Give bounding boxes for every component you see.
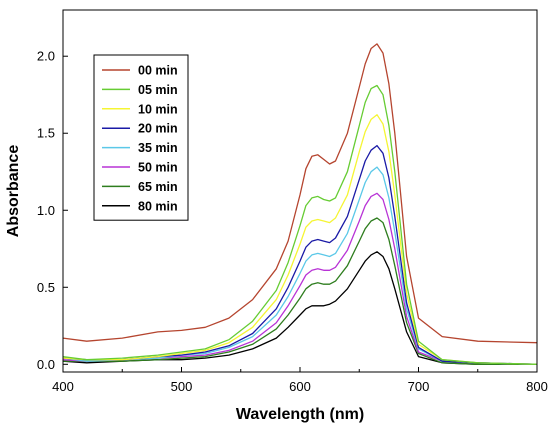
legend-items: 00 min 05 min 10 min 20 min 35 min 50 min 65 m… — [102, 64, 178, 213]
plot-series — [62, 43, 538, 365]
legend-label: 20 min — [138, 122, 178, 136]
legend-label: 80 min — [138, 199, 178, 213]
y-tick-label: 1.0 — [37, 203, 55, 218]
legend-label: 50 min — [138, 161, 178, 175]
legend-label: 65 min — [138, 180, 178, 194]
series-line-7 — [62, 251, 537, 365]
x-tick-label: 700 — [408, 379, 430, 394]
x-axis-title: Wavelength (nm) — [236, 406, 364, 423]
series-line-4 — [62, 166, 538, 365]
y-tick-label: 0.0 — [37, 357, 55, 372]
x-tick-label: 800 — [526, 379, 548, 394]
legend-label: 35 min — [138, 141, 178, 155]
legend-box — [93, 54, 189, 221]
y-axis-ticks: 0.0 0.5 1.0 1.5 2.0 — [37, 49, 68, 372]
series-line-5 — [62, 192, 538, 365]
series-line-3 — [62, 144, 538, 365]
series-line-6 — [63, 217, 537, 365]
y-tick-label: 2.0 — [37, 49, 55, 64]
legend-label: 05 min — [138, 83, 178, 97]
x-axis-ticks: 400 500 600 700 800 — [52, 367, 548, 394]
y-tick-label: 0.5 — [37, 280, 55, 295]
y-tick-label: 1.5 — [37, 126, 55, 141]
legend: 00 min 05 min 10 min 20 min 35 min 50 min 65 m… — [93, 54, 189, 221]
legend-label: 00 min — [138, 64, 178, 78]
x-tick-label: 600 — [289, 379, 311, 394]
y-axis-title: Absorbance — [5, 145, 22, 238]
x-tick-label: 500 — [171, 379, 193, 394]
legend-label: 10 min — [138, 102, 178, 116]
x-tick-label: 400 — [52, 379, 74, 394]
series-line-0 — [62, 43, 538, 344]
series-line-1 — [62, 84, 538, 365]
series-line-2 — [62, 114, 538, 365]
